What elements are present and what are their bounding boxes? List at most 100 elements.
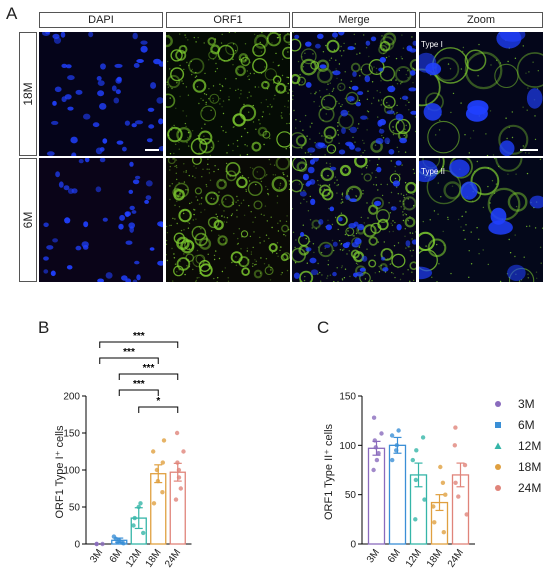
orf1-speck <box>405 104 407 106</box>
orf1-speck <box>360 68 362 71</box>
orf1-speck <box>260 72 263 75</box>
orf1-speck <box>425 245 427 247</box>
orf1-speck <box>204 259 207 262</box>
orf1-speck <box>371 102 373 105</box>
orf1-speck <box>482 249 484 251</box>
orf1-speck <box>366 98 369 101</box>
orf1-speck <box>337 129 339 131</box>
orf1-speck <box>226 217 229 219</box>
x-tick-label-12M: 12M <box>404 547 424 569</box>
orf1-speck <box>178 182 180 184</box>
orf1-speck <box>195 167 197 169</box>
significance-bracket <box>118 373 179 380</box>
orf1-speck <box>400 206 402 208</box>
orf1-speck <box>302 66 305 68</box>
orf1-speck <box>239 176 242 178</box>
orf1-speck <box>179 260 181 262</box>
orf1-speck <box>260 213 263 215</box>
orf1-speck <box>528 225 531 227</box>
orf1-signal <box>192 158 202 165</box>
orf1-speck <box>451 185 454 187</box>
orf1-speck <box>188 248 191 250</box>
orf1-speck <box>401 164 403 166</box>
orf1-speck <box>351 188 353 191</box>
orf1-speck <box>230 214 233 217</box>
orf1-speck <box>462 46 465 49</box>
orf1-speck <box>496 59 498 61</box>
orf1-speck <box>408 246 411 248</box>
orf1-speck <box>386 183 389 186</box>
zoom-label-type-ii: Type II <box>421 167 446 176</box>
orf1-speck <box>332 149 335 151</box>
zoom-label-type-i: Type I <box>421 40 443 49</box>
orf1-speck <box>198 102 200 105</box>
nucleus <box>332 271 337 277</box>
orf1-speck <box>303 279 306 282</box>
orf1-speck <box>523 256 525 258</box>
orf1-speck <box>390 79 392 81</box>
orf1-speck <box>236 209 238 211</box>
orf1-speck <box>329 274 332 276</box>
orf1-speck <box>304 275 306 278</box>
orf1-speck <box>476 160 478 163</box>
orf1-speck <box>311 227 313 229</box>
orf1-speck <box>279 220 281 222</box>
orf1-speck <box>179 33 181 35</box>
orf1-speck <box>313 251 315 254</box>
orf1-speck <box>431 276 433 278</box>
orf1-speck <box>532 61 534 63</box>
orf1-speck <box>278 187 281 189</box>
orf1-speck <box>340 243 343 245</box>
orf1-speck <box>394 276 396 279</box>
orf1-speck <box>184 273 186 276</box>
orf1-speck <box>166 81 168 83</box>
orf1-speck <box>212 58 215 60</box>
orf1-speck <box>208 219 210 221</box>
orf1-speck <box>185 125 187 128</box>
data-point <box>176 467 182 473</box>
y-tick-label: 150 <box>63 429 80 440</box>
orf1-speck <box>207 253 209 255</box>
orf1-signal <box>194 187 203 195</box>
nucleus <box>319 64 327 69</box>
orf1-speck <box>401 34 403 36</box>
orf1-speck <box>534 138 537 141</box>
orf1-speck <box>366 129 368 131</box>
orf1-speck <box>492 154 495 156</box>
data-point <box>431 504 436 509</box>
orf1-speck <box>400 83 402 85</box>
orf1-speck <box>312 53 314 55</box>
orf1-speck <box>269 137 271 140</box>
orf1-speck <box>197 36 199 39</box>
orf1-speck <box>307 210 310 212</box>
orf1-speck <box>243 214 246 216</box>
orf1-speck <box>309 125 311 128</box>
orf1-speck <box>464 134 466 136</box>
orf1-speck <box>288 229 290 231</box>
chart-b-ylabel: ORF1 Type I⁺ cells <box>54 425 66 519</box>
nucleus <box>64 217 71 224</box>
nucleus <box>425 62 442 76</box>
orf1-speck <box>265 234 268 236</box>
nucleus <box>359 267 366 272</box>
orf1-speck <box>203 42 205 44</box>
nucleus <box>158 146 163 152</box>
orf1-speck <box>219 83 221 85</box>
data-point <box>396 428 401 433</box>
orf1-speck <box>216 67 218 70</box>
nucleus <box>375 138 384 145</box>
orf1-speck <box>380 104 382 106</box>
nucleus <box>305 247 312 252</box>
orf1-speck <box>216 216 219 218</box>
orf1-speck <box>310 92 312 95</box>
nucleus <box>51 120 59 125</box>
orf1-speck <box>407 220 409 222</box>
orf1-speck <box>277 230 280 232</box>
orf1-speck <box>274 174 277 176</box>
orf1-speck <box>340 244 342 246</box>
orf1-speck <box>309 126 311 129</box>
orf1-speck <box>367 217 369 219</box>
nucleus <box>134 120 144 125</box>
orf1-speck <box>176 200 178 202</box>
orf1-speck <box>285 90 287 92</box>
